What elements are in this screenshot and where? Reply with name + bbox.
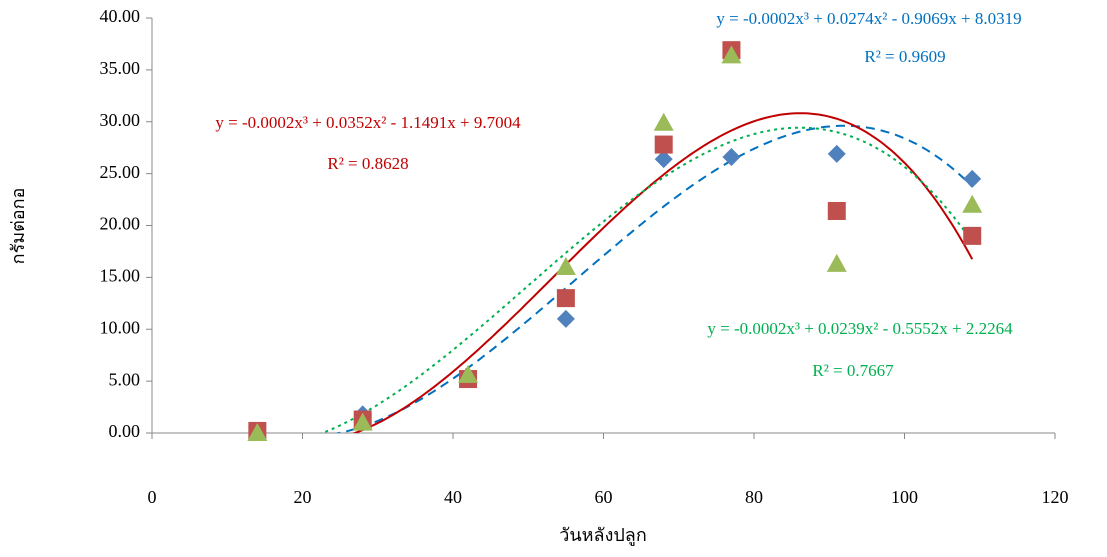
point (963, 169, 982, 188)
trendline-equation: y = -0.0002x³ + 0.0352x² - 1.1491x + 9.7… (215, 113, 521, 132)
point (247, 423, 268, 441)
x-tick-label: 20 (294, 487, 312, 507)
x-tick-label: 60 (595, 487, 613, 507)
y-tick-label: 20.00 (100, 214, 141, 234)
y-tick-label: 0.00 (109, 421, 141, 441)
trendline (319, 126, 974, 433)
x-tick-label: 100 (891, 487, 918, 507)
point (826, 253, 847, 272)
r-squared: R² = 0.7667 (812, 361, 894, 380)
point (555, 257, 576, 275)
point (722, 148, 741, 167)
r-squared: R² = 0.8628 (327, 154, 408, 173)
point (556, 289, 575, 308)
y-tick-label: 5.00 (109, 369, 141, 389)
point (962, 194, 983, 213)
point (827, 144, 846, 163)
y-tick-label: 10.00 (100, 317, 141, 337)
trendline (257, 112, 974, 433)
trendline-equation: y = -0.0002x³ + 0.0239x² - 0.5552x + 2.2… (707, 319, 1013, 338)
y-tick-label: 30.00 (100, 110, 141, 130)
point (653, 112, 674, 131)
y-tick-label: 15.00 (100, 266, 141, 286)
point (827, 201, 846, 220)
x-tick-label: 120 (1042, 487, 1069, 507)
x-axis-title: วันหลังปลูก (559, 525, 646, 546)
x-tick-label: 40 (444, 487, 462, 507)
trendline-equation: y = -0.0002x³ + 0.0274x² - 0.9069x + 8.0… (716, 9, 1021, 28)
point (654, 135, 673, 154)
point (556, 309, 575, 328)
point (458, 364, 479, 383)
point (352, 412, 373, 431)
r-squared: R² = 0.9609 (864, 47, 945, 66)
y-tick-label: 35.00 (100, 58, 141, 78)
x-tick-label: 0 (148, 487, 157, 507)
y-axis-title: กรัมต่อกอ (8, 188, 28, 265)
y-tick-label: 40.00 (100, 6, 141, 26)
y-tick-label: 25.00 (100, 162, 141, 182)
point (654, 150, 673, 169)
x-tick-label: 80 (745, 487, 763, 507)
point (963, 226, 982, 245)
point (721, 45, 742, 64)
